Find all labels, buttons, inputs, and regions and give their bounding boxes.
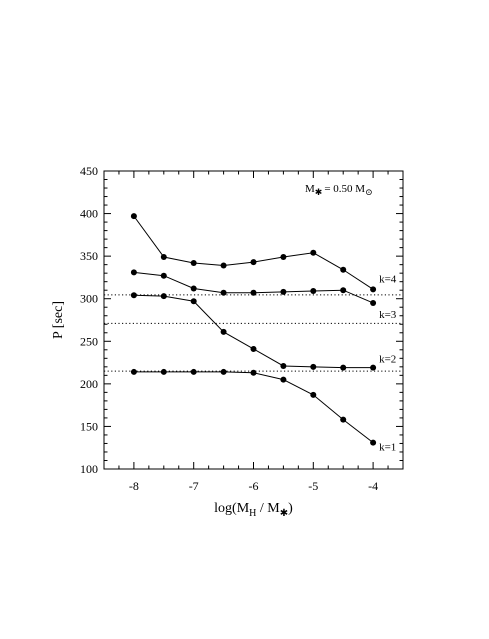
- y-tick-label: 100: [80, 462, 98, 476]
- data-point: [160, 272, 167, 279]
- data-point: [220, 262, 227, 269]
- data-point: [280, 362, 287, 369]
- data-point: [130, 213, 137, 220]
- data-series: k=4 k=3 k=2 k=1: [130, 213, 397, 454]
- axis-ticks: [103, 170, 404, 470]
- data-point: [250, 369, 257, 376]
- plot-frame: [103, 170, 404, 470]
- data-point: [340, 416, 347, 423]
- data-point: [310, 391, 317, 398]
- series-label: k=3: [379, 309, 397, 321]
- data-point: [310, 288, 317, 295]
- data-point: [130, 368, 137, 375]
- tick-labels: -8 -7 -6 -5 -4 100 150 200 250 300 350 400 450: [80, 164, 378, 493]
- data-point: [190, 285, 197, 292]
- data-point: [190, 298, 197, 305]
- x-axis-label: log(MH / M✱): [214, 501, 293, 519]
- data-point: [370, 439, 377, 446]
- y-axis-label: P [sec]: [51, 301, 66, 339]
- reference-lines: [104, 294, 403, 372]
- data-point: [190, 368, 197, 375]
- data-point: [130, 292, 137, 299]
- data-point: [220, 328, 227, 335]
- series-line: [133, 271, 374, 304]
- data-point: [280, 376, 287, 383]
- mass-annotation: M✱ = 0.50 M⊙: [305, 183, 373, 197]
- y-tick-label: 350: [80, 249, 98, 263]
- y-tick-label: 450: [80, 164, 98, 178]
- data-point: [310, 249, 317, 256]
- data-point: [190, 259, 197, 266]
- data-point: [340, 364, 347, 371]
- data-point: [250, 259, 257, 266]
- data-point: [280, 288, 287, 295]
- data-point: [250, 345, 257, 352]
- data-point: [220, 289, 227, 296]
- data-point: [310, 363, 317, 370]
- data-point: [160, 253, 167, 260]
- y-tick-label: 200: [80, 377, 98, 391]
- data-point: [340, 287, 347, 294]
- x-tick-label: -8: [129, 479, 139, 493]
- series-line: [133, 294, 374, 369]
- data-point: [370, 364, 377, 371]
- series-line: [133, 371, 374, 444]
- y-tick-label: 300: [80, 292, 98, 306]
- x-tick-label: -4: [368, 479, 378, 493]
- y-tick-label: 250: [80, 334, 98, 348]
- series-label: k=1: [379, 442, 396, 454]
- series-label: k=2: [379, 354, 396, 366]
- y-tick-label: 400: [80, 207, 98, 221]
- data-point: [160, 293, 167, 300]
- series-label: k=4: [379, 273, 397, 285]
- x-tick-label: -7: [189, 479, 199, 493]
- y-tick-label: 150: [80, 419, 98, 433]
- data-point: [370, 286, 377, 293]
- data-point: [130, 269, 137, 276]
- x-tick-label: -5: [308, 479, 318, 493]
- data-point: [280, 253, 287, 260]
- x-tick-label: -6: [249, 479, 259, 493]
- data-point: [340, 266, 347, 273]
- data-point: [160, 368, 167, 375]
- data-point: [370, 299, 377, 306]
- data-point: [250, 289, 257, 296]
- data-point: [220, 368, 227, 375]
